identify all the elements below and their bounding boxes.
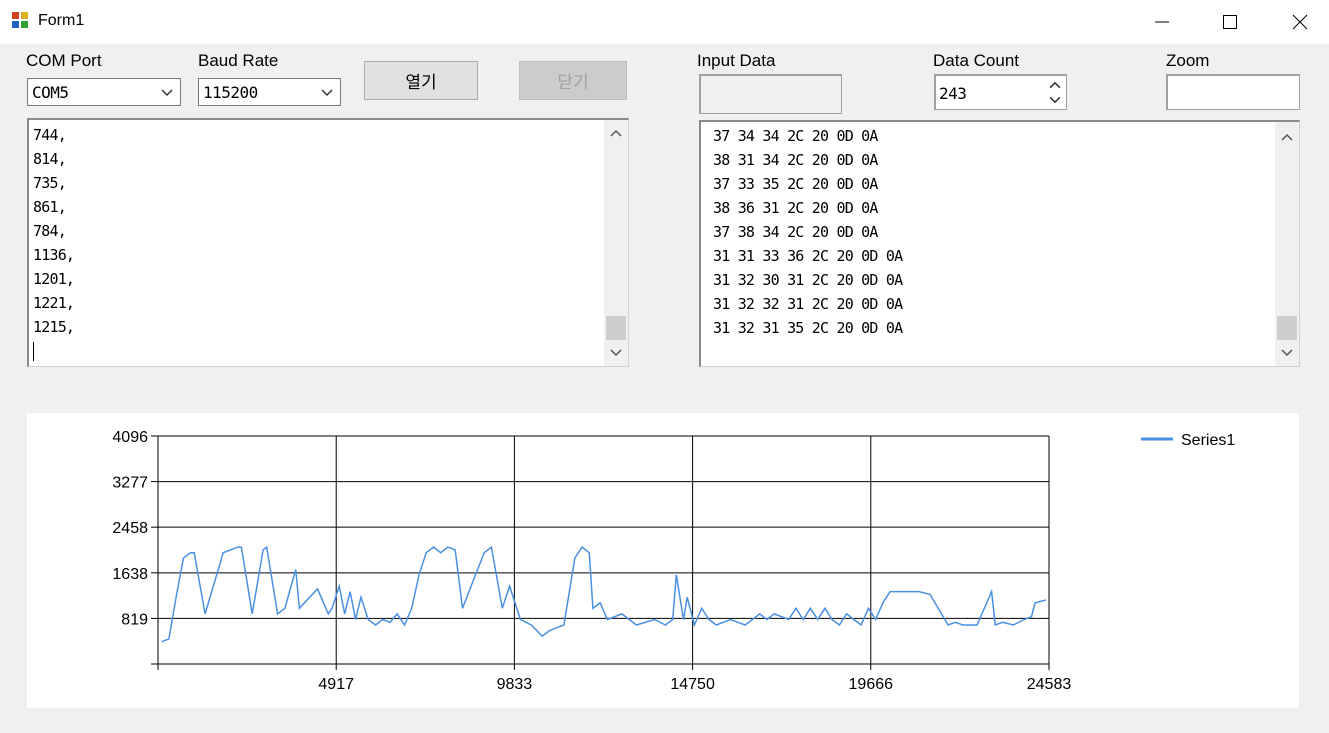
hex-line: 31 32 30 31 2C 20 0D 0A: [713, 271, 903, 289]
open-button[interactable]: 열기: [364, 61, 478, 100]
x-tick-label: 9833: [497, 676, 533, 693]
received-line: 1136,: [33, 246, 75, 264]
x-tick-label: 14750: [670, 676, 715, 693]
scroll-up-icon[interactable]: [609, 128, 623, 138]
hex-line: 31 32 32 31 2C 20 0D 0A: [713, 295, 903, 313]
x-tick-label: 24583: [1027, 676, 1072, 693]
maximize-button[interactable]: [1195, 0, 1265, 44]
chevron-down-icon: [321, 89, 333, 97]
y-tick-label: 4096: [112, 429, 148, 446]
x-tick-label: 19666: [849, 676, 894, 693]
app-icon: [12, 12, 28, 28]
window-title: Form1: [38, 12, 85, 29]
scroll-down-icon[interactable]: [1280, 348, 1294, 358]
data-count-label: Data Count: [933, 51, 1019, 70]
x-tick-label: 4917: [318, 676, 354, 693]
received-line: 861,: [33, 198, 67, 216]
text-caret: [33, 339, 74, 363]
received-scrollbar[interactable]: [604, 120, 628, 366]
hex-line: 31 31 33 36 2C 20 0D 0A: [713, 247, 903, 265]
data-count-value: 243: [939, 84, 967, 103]
minimize-icon: [1155, 21, 1169, 23]
y-tick-label: 819: [121, 611, 148, 628]
input-data-label: Input Data: [697, 51, 776, 70]
received-line: 744,: [33, 126, 67, 144]
data-count-stepper[interactable]: 243: [934, 74, 1067, 110]
baud-rate-select[interactable]: 115200: [198, 78, 341, 106]
chart-panel: 819 1638 2458 3277 4096 4917 9833 14750 19666 245…: [27, 413, 1299, 708]
hex-lines: 37 34 34 2C 20 0D 0A 38 31 34 2C 20 0D 0A…: [713, 124, 903, 340]
hex-line: 37 38 34 2C 20 0D 0A: [713, 223, 878, 241]
received-data-textbox[interactable]: 744, 814, 735, 861, 784, 1136, 1201, 1221, 1215,: [27, 118, 629, 367]
minimize-button[interactable]: [1127, 0, 1197, 44]
com-port-label: COM Port: [26, 51, 102, 70]
hex-line: 31 32 31 35 2C 20 0D 0A: [713, 319, 903, 337]
zoom-label: Zoom: [1166, 51, 1210, 70]
hex-line: 38 36 31 2C 20 0D 0A: [713, 199, 878, 217]
received-line: 1215,: [33, 318, 75, 336]
baud-rate-label: Baud Rate: [198, 51, 279, 70]
hex-data-textbox[interactable]: 37 34 34 2C 20 0D 0A 38 31 34 2C 20 0D 0A…: [699, 120, 1300, 367]
close-port-button[interactable]: 닫기: [519, 61, 627, 100]
line-chart: 819 1638 2458 3277 4096 4917 9833 14750 19666 245…: [112, 429, 1235, 693]
input-data-field[interactable]: [699, 74, 842, 114]
y-tick-label: 3277: [112, 475, 148, 492]
received-line: 1201,: [33, 270, 75, 288]
com-port-select[interactable]: COM5: [27, 78, 181, 106]
com-port-value: COM5: [32, 83, 69, 102]
scroll-thumb[interactable]: [606, 316, 626, 340]
legend-label: Series1: [1181, 432, 1235, 449]
close-icon: [1292, 14, 1308, 30]
scroll-thumb[interactable]: [1277, 316, 1297, 340]
y-tick-label: 2458: [112, 520, 148, 537]
close-button[interactable]: [1265, 0, 1329, 44]
hex-scrollbar[interactable]: [1275, 122, 1299, 366]
title-bar: Form1: [0, 0, 1329, 44]
received-lines: 744, 814, 735, 861, 784, 1136, 1201, 1221, 1215,: [33, 123, 75, 363]
zoom-input[interactable]: [1166, 74, 1300, 110]
received-line: 784,: [33, 222, 67, 240]
spin-arrows-icon[interactable]: [1044, 76, 1066, 109]
maximize-icon: [1223, 15, 1237, 29]
series-line: [161, 545, 1047, 643]
hex-line: 37 34 34 2C 20 0D 0A: [713, 127, 878, 145]
scroll-down-icon[interactable]: [609, 348, 623, 358]
chevron-down-icon: [161, 89, 173, 97]
scroll-up-icon[interactable]: [1280, 132, 1294, 142]
hex-line: 37 33 35 2C 20 0D 0A: [713, 175, 878, 193]
received-line: 814,: [33, 150, 67, 168]
y-tick-label: 1638: [112, 566, 148, 583]
received-line: 1221,: [33, 294, 75, 312]
baud-rate-value: 115200: [203, 83, 258, 102]
received-line: 735,: [33, 174, 67, 192]
hex-line: 38 31 34 2C 20 0D 0A: [713, 151, 878, 169]
